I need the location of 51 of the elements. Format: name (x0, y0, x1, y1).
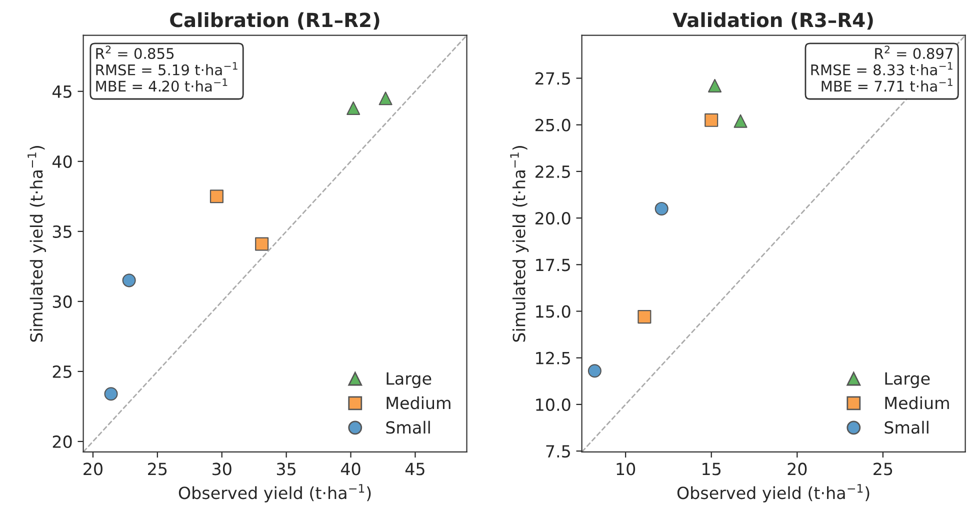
annotation: R$^{2}$ = 0.897 RMSE = 8.33 t·ha$^{−1}$ MBE = 7.71 t·ha$^{−1}$ (811, 46, 953, 92)
x-axis-title: Observed yield (t·ha$^{−1}$) (178, 484, 371, 502)
y-tick-label: 45 (52, 86, 72, 98)
x-tick-label: 20 (788, 462, 807, 476)
legend-label: Small (884, 420, 928, 434)
legend-label: Small (386, 420, 430, 434)
point (734, 114, 748, 128)
point (638, 310, 652, 324)
point (704, 113, 718, 127)
point (122, 274, 136, 288)
y-tick-label: 20 (52, 435, 72, 448)
y-tick-label: 10.0 (536, 398, 570, 412)
x-tick-label: 25 (874, 462, 892, 476)
y-tick-label: 22.5 (536, 165, 570, 178)
x-tick-label: 25 (148, 462, 167, 476)
y-tick-label: 25 (52, 365, 72, 378)
y-axis-title: Simulated yield (t·ha$^{−1}$) (28, 146, 46, 342)
point (346, 101, 360, 115)
point (588, 364, 602, 378)
legend-label: Medium (386, 396, 450, 410)
x-tick-label: 40 (340, 462, 360, 476)
x-tick-label: 35 (276, 462, 296, 476)
y-tick-label: 17.5 (536, 258, 570, 272)
y-tick-label: 30 (52, 295, 72, 308)
y-tick-label: 27.5 (536, 72, 570, 85)
point (708, 78, 722, 92)
x-axis-title: Observed yield (t·ha$^{−1}$) (677, 484, 870, 502)
legend-label: Medium (885, 396, 949, 410)
y-axis-title: Simulated yield (t·ha$^{−1}$) (510, 146, 529, 342)
point (255, 237, 269, 251)
x-tick-label: 30 (212, 462, 232, 476)
legend-label: Large (386, 372, 432, 388)
chart-title: Calibration (R1–R2) (170, 12, 380, 30)
x-tick-label: 20 (84, 462, 102, 476)
text: R$^{2}$ = 0.855 RMSE = 5.19 t·ha$^{−1}$ MBE = 4.20 t·ha$^{−1}$ (96, 46, 238, 92)
y-tick-label: 7.5 (546, 445, 570, 458)
y-tick-label: 40 (52, 155, 72, 168)
x-tick-label: 45 (405, 462, 424, 476)
point (104, 387, 118, 401)
point (654, 202, 668, 216)
legend-label: Large (885, 372, 930, 388)
point (210, 190, 224, 204)
y-tick-label: 12.5 (536, 352, 570, 364)
chart-title: Validation (R3–R4) (672, 12, 873, 30)
x-tick-label: 15 (702, 462, 721, 476)
y-tick-label: 20.0 (536, 212, 570, 225)
x-tick-label: 10 (616, 462, 636, 476)
y-tick-label: 15.0 (536, 305, 570, 318)
y-tick-label: 35 (52, 225, 72, 238)
point (378, 92, 392, 106)
y-tick-label: 25.0 (536, 118, 570, 132)
